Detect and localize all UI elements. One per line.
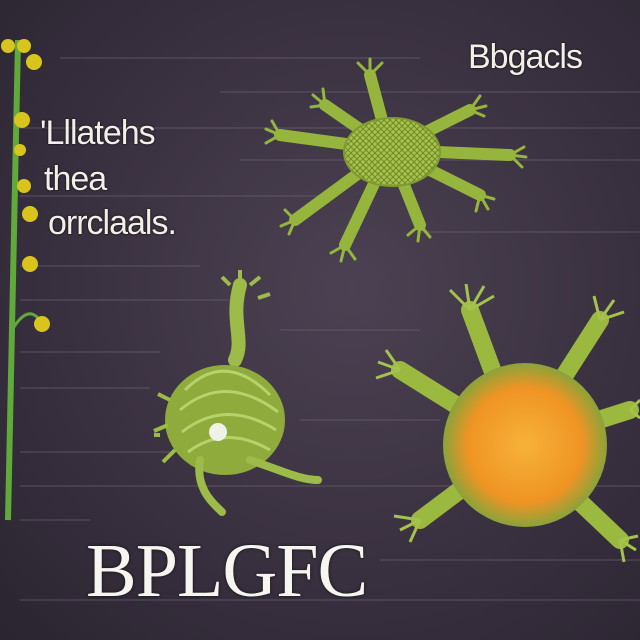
caption-line-2: thea xyxy=(44,160,107,198)
orange-core-organism xyxy=(375,283,640,563)
title-top-right: Bbgacls xyxy=(468,38,583,76)
caption-line-3: orrclaals. xyxy=(48,204,177,242)
plant-stem xyxy=(1,39,50,521)
star-organism xyxy=(264,57,528,263)
leafy-organism xyxy=(153,270,322,516)
caption-line-1: 'Lllatehs xyxy=(40,114,156,152)
title-bottom: BPLGFC xyxy=(86,529,368,613)
